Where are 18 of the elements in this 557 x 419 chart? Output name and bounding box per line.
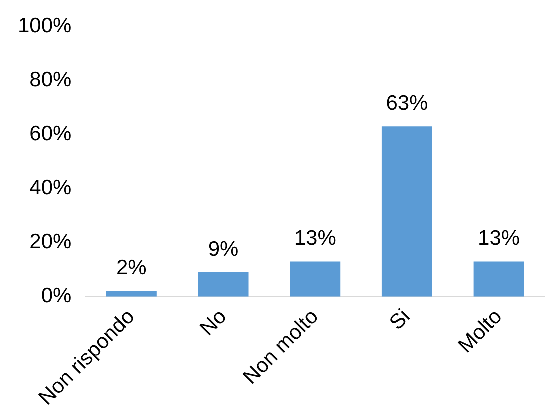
data-label: 9% — [208, 238, 239, 261]
y-tick-label: 0% — [41, 284, 72, 308]
y-tick-label: 40% — [30, 176, 72, 200]
bar — [198, 272, 249, 297]
data-label: 63% — [386, 92, 428, 115]
bar — [290, 262, 341, 297]
data-label: 13% — [294, 227, 336, 250]
bar — [106, 291, 157, 297]
x-tick-label: Si — [385, 305, 415, 335]
bar — [382, 126, 432, 297]
y-tick-label: 80% — [30, 68, 72, 92]
data-label: 2% — [116, 256, 147, 280]
x-tick-label: No — [196, 305, 232, 340]
data-label: 13% — [478, 227, 520, 250]
bar — [474, 262, 524, 297]
y-tick-label: 100% — [18, 14, 72, 38]
y-tick-label: 20% — [30, 230, 72, 254]
y-tick-label: 60% — [30, 122, 72, 146]
